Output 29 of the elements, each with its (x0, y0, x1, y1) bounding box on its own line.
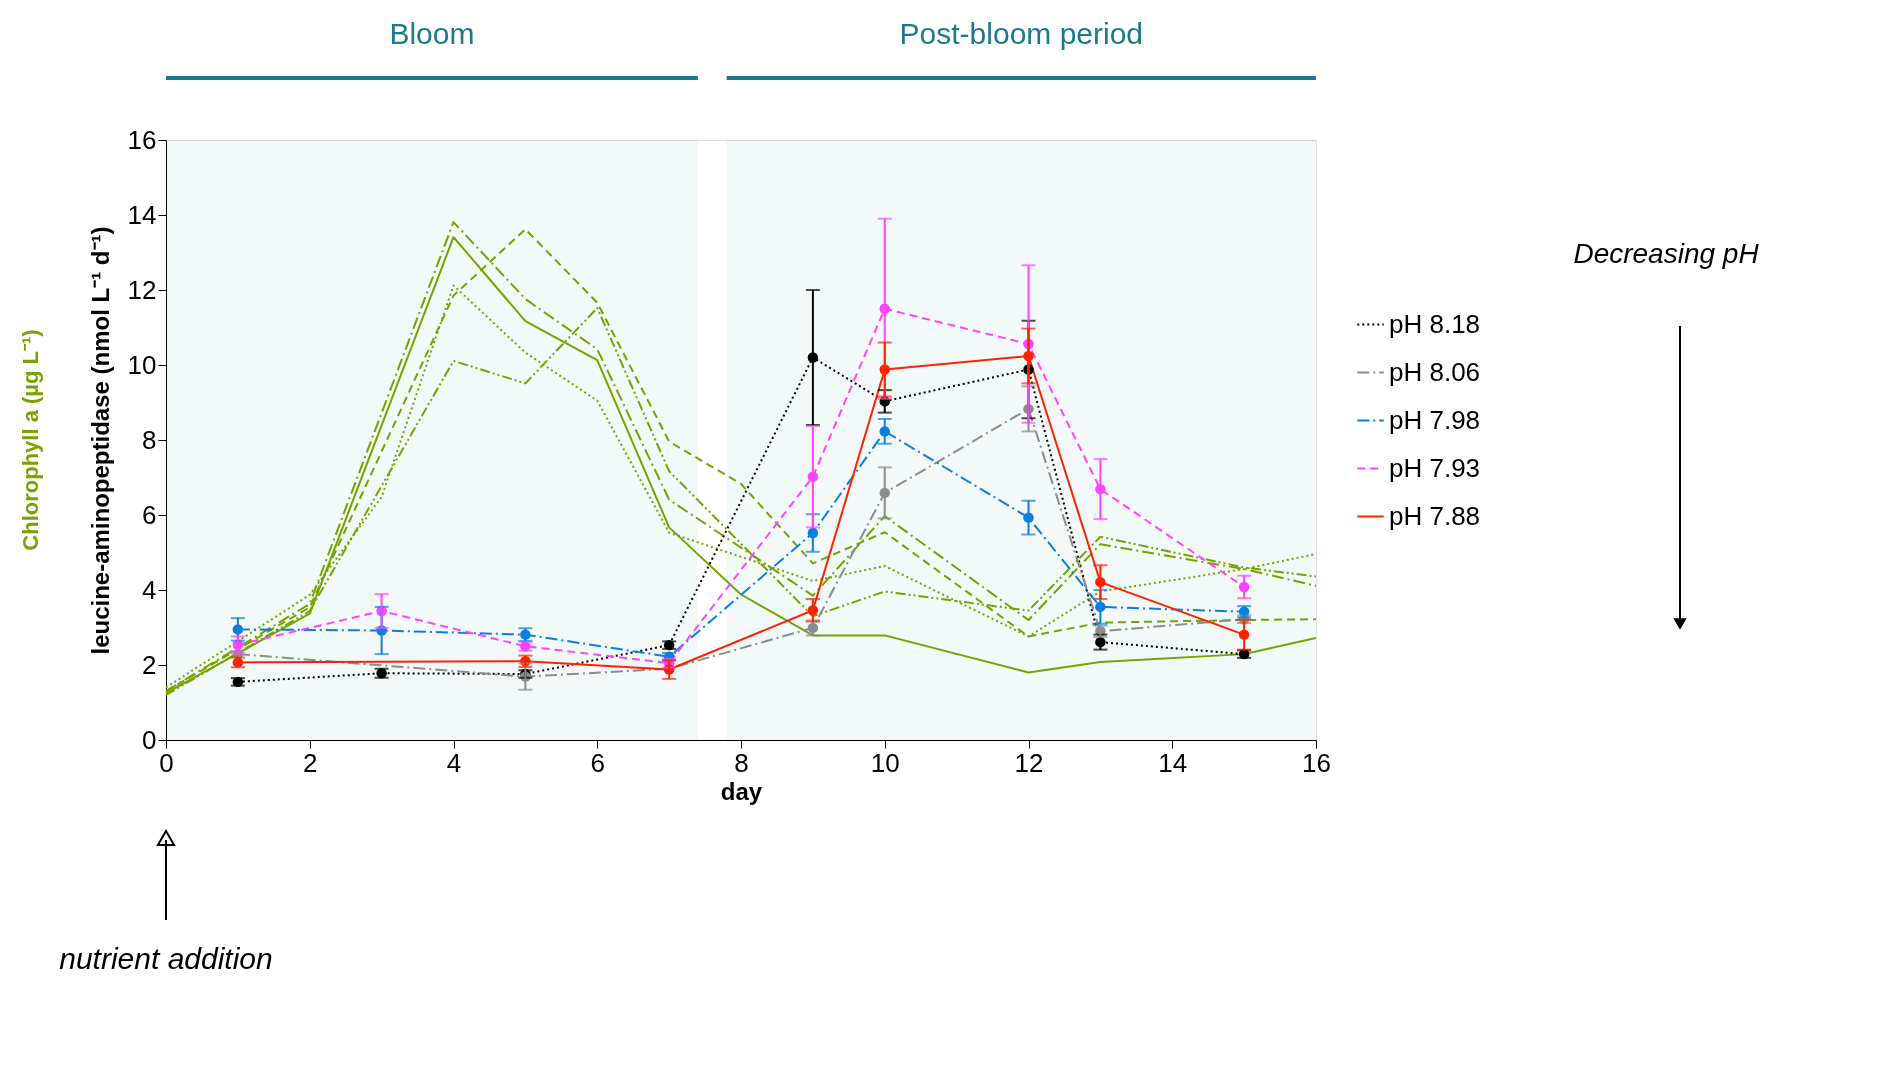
y-tick-label: 16 (127, 124, 157, 155)
x-tick-label: 14 (1158, 747, 1188, 778)
band-label: Post-bloom period (899, 17, 1144, 50)
text: nutrient addition (59, 942, 273, 975)
y-tick-label: 12 (127, 274, 157, 305)
legend-label: pH 8.18 (1389, 308, 1481, 339)
text: Chlorophyll a (µg L⁻¹) (18, 329, 43, 551)
x-tick-label: 12 (1014, 747, 1044, 778)
x-tick-label: 2 (303, 747, 318, 778)
y-axis-title: leucine-aminopeptidase (nmol L⁻¹ d⁻¹) (86, 226, 114, 655)
x-tick-label: 6 (590, 747, 605, 778)
x-tick-label: 8 (734, 747, 749, 778)
legend-label: pH 7.88 (1389, 500, 1481, 531)
x-tick-label: 16 (1302, 747, 1331, 778)
y-tick-label: 10 (127, 349, 157, 380)
y-tick-label: 8 (142, 424, 157, 455)
x-axis-title: day (720, 777, 763, 805)
x-tick-label: 10 (870, 747, 900, 778)
text: Decreasing pH (1573, 238, 1760, 269)
legend-label: pH 7.93 (1389, 452, 1481, 483)
band-label: Bloom (389, 17, 475, 50)
x-tick-label: 4 (446, 747, 462, 778)
legend-label: pH 7.98 (1389, 404, 1481, 435)
y-tick-label: 6 (142, 499, 157, 530)
y-tick-label: 0 (142, 724, 157, 755)
y-tick-label: 4 (142, 574, 157, 605)
y-tick-label: 2 (142, 649, 157, 680)
legend-label: pH 8.06 (1389, 356, 1481, 387)
y-tick-label: 14 (127, 199, 157, 230)
